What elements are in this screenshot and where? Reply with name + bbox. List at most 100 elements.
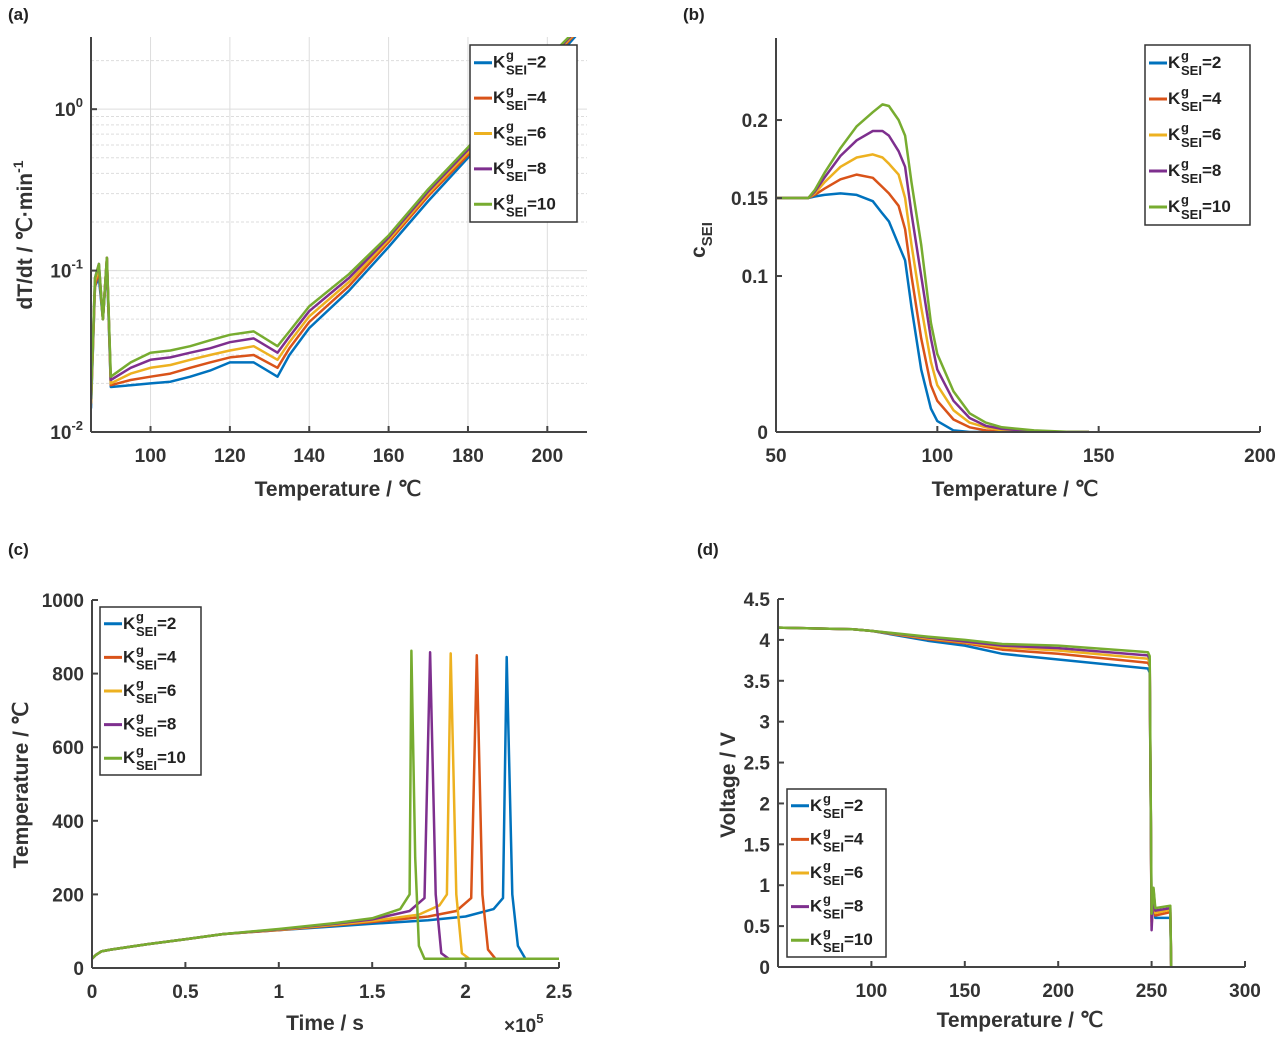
tick-base: 0 xyxy=(757,423,768,444)
legend-subscript: SEI xyxy=(1181,207,1202,222)
tick-base: 0.5 xyxy=(744,917,771,938)
x-tick-label: 1 xyxy=(274,982,285,1003)
legend-subscript: SEI xyxy=(136,691,157,706)
legend-label-4: Kg SEI=8 xyxy=(810,892,863,922)
y-tick-label: 200 xyxy=(52,885,84,906)
tick-base: 0 xyxy=(73,959,84,980)
x-tick-label: 200 xyxy=(1042,981,1074,1002)
legend-base: K xyxy=(1168,161,1181,180)
y-tick-label: 0.2 xyxy=(742,111,768,132)
legend-label-5: Kg SEI=10 xyxy=(493,189,556,219)
y-axis-label: dT/dt / ℃·min-1 xyxy=(10,160,37,309)
legend-base: K xyxy=(493,124,506,143)
y-label-subscript: SEI xyxy=(699,222,716,246)
tick-base: 1000 xyxy=(42,591,84,612)
legend: Kg SEI=2Kg SEI=4Kg SEI=6Kg SEI=8Kg SEI=10 xyxy=(786,788,887,958)
legend-superscript: g xyxy=(506,119,514,134)
panel-b: (b) 50 100 150 200 0 0.1 0.15 0.2 Temperature / ℃… xyxy=(683,5,1276,501)
series-line-5 xyxy=(776,103,1090,432)
legend-superscript: g xyxy=(506,154,514,169)
y-tick-label: 100 xyxy=(55,95,83,121)
panel-label: (b) xyxy=(683,5,705,24)
legend-label-5: Kg SEI=10 xyxy=(1168,192,1231,222)
x-tick-label: 120 xyxy=(214,446,246,467)
x-axis-label: Temperature / ℃ xyxy=(255,478,422,501)
multiplier-exponent: 5 xyxy=(536,1011,543,1026)
y-tick-label: 0.5 xyxy=(744,917,771,938)
y-tick-label: 800 xyxy=(52,665,84,686)
tick-base: 1 xyxy=(759,876,770,897)
legend-base: K xyxy=(810,930,823,949)
y-tick-label: 1 xyxy=(759,876,770,897)
legend-subscript: SEI xyxy=(823,806,844,821)
legend-base: K xyxy=(810,796,823,815)
legend-base: K xyxy=(493,53,506,72)
legend-value: =4 xyxy=(157,647,177,666)
y-label-text: Temperature / ℃ xyxy=(10,702,33,869)
legend-label-5: Kg SEI=10 xyxy=(123,743,186,773)
legend-superscript: g xyxy=(506,48,514,63)
legend-subscript: SEI xyxy=(1181,63,1202,78)
legend-base: K xyxy=(123,748,136,767)
y-tick-label: 1.5 xyxy=(744,835,771,856)
series-line-1 xyxy=(776,192,1089,432)
x-axis-label: Temperature / ℃ xyxy=(937,1009,1104,1032)
y-axis-label: Voltage / V xyxy=(717,732,740,838)
legend-base: K xyxy=(1168,197,1181,216)
y-label-text: dT/dt / ℃·min xyxy=(14,173,37,310)
legend-label-4: Kg SEI=8 xyxy=(1168,156,1221,186)
legend-label-1: Kg SEI=2 xyxy=(123,609,176,639)
tick-base: 3.5 xyxy=(744,672,771,693)
legend-base: K xyxy=(1168,125,1181,144)
y-tick-label: 3.5 xyxy=(744,672,771,693)
legend-base: K xyxy=(810,863,823,882)
legend-value: =8 xyxy=(157,715,176,734)
legend-value: =2 xyxy=(1202,53,1221,72)
legend-value: =10 xyxy=(1202,197,1231,216)
legend: Kg SEI=2Kg SEI=4Kg SEI=6Kg SEI=8Kg SEI=10 xyxy=(1144,44,1251,226)
legend-label-2: Kg SEI=4 xyxy=(493,83,547,113)
x-axis-label: Temperature / ℃ xyxy=(932,478,1099,501)
x-tick-label: 100 xyxy=(856,981,888,1002)
y-tick-label: 2.5 xyxy=(744,754,771,775)
y-tick-label: 0 xyxy=(757,423,768,444)
legend-value: =8 xyxy=(844,897,863,916)
y-label-text: c xyxy=(687,246,710,258)
tick-exponent: -1 xyxy=(71,257,83,272)
legend-superscript: g xyxy=(823,892,831,907)
legend-subscript: SEI xyxy=(506,98,527,113)
tick-base: 10 xyxy=(50,423,71,444)
tick-base: 3 xyxy=(759,713,770,734)
panel-label: (c) xyxy=(8,540,29,559)
legend-label-1: Kg SEI=2 xyxy=(493,48,546,78)
legend-base: K xyxy=(810,829,823,848)
legend-value: =6 xyxy=(844,863,863,882)
x-tick-label: 160 xyxy=(373,446,405,467)
y-tick-label: 10-2 xyxy=(50,418,83,444)
legend-value: =4 xyxy=(844,829,864,848)
panel-a: (a)100 120 140 160 180 20010-210-1100Temperat… xyxy=(8,5,587,501)
legend-subscript: SEI xyxy=(1181,99,1202,114)
tick-base: 400 xyxy=(52,812,84,833)
legend-superscript: g xyxy=(136,743,144,758)
x-tick-label: 180 xyxy=(452,446,484,467)
legend-subscript: SEI xyxy=(506,204,527,219)
legend-superscript: g xyxy=(136,676,144,691)
legend-subscript: SEI xyxy=(506,169,527,184)
legend-superscript: g xyxy=(136,609,144,624)
x-tick-label: 200 xyxy=(1244,446,1276,467)
legend-value: =8 xyxy=(527,159,546,178)
x-tick-label: 100 xyxy=(135,446,167,467)
legend-label-1: Kg SEI=2 xyxy=(810,791,863,821)
legend-superscript: g xyxy=(823,858,831,873)
legend-subscript: SEI xyxy=(1181,135,1202,150)
legend-value: =6 xyxy=(1202,125,1221,144)
legend-value: =10 xyxy=(157,748,186,767)
legend-value: =6 xyxy=(157,681,176,700)
legend-value: =2 xyxy=(157,614,176,633)
y-tick-label: 400 xyxy=(52,812,84,833)
legend-label-5: Kg SEI=10 xyxy=(810,925,873,955)
legend-subscript: SEI xyxy=(823,873,844,888)
panel-d: (d) 100 150 200 250 300 0 0.5 1 1.5 2 2.5 3 3.5 4 4.5 Te… xyxy=(697,540,1261,1032)
x-tick-label: 100 xyxy=(921,446,953,467)
